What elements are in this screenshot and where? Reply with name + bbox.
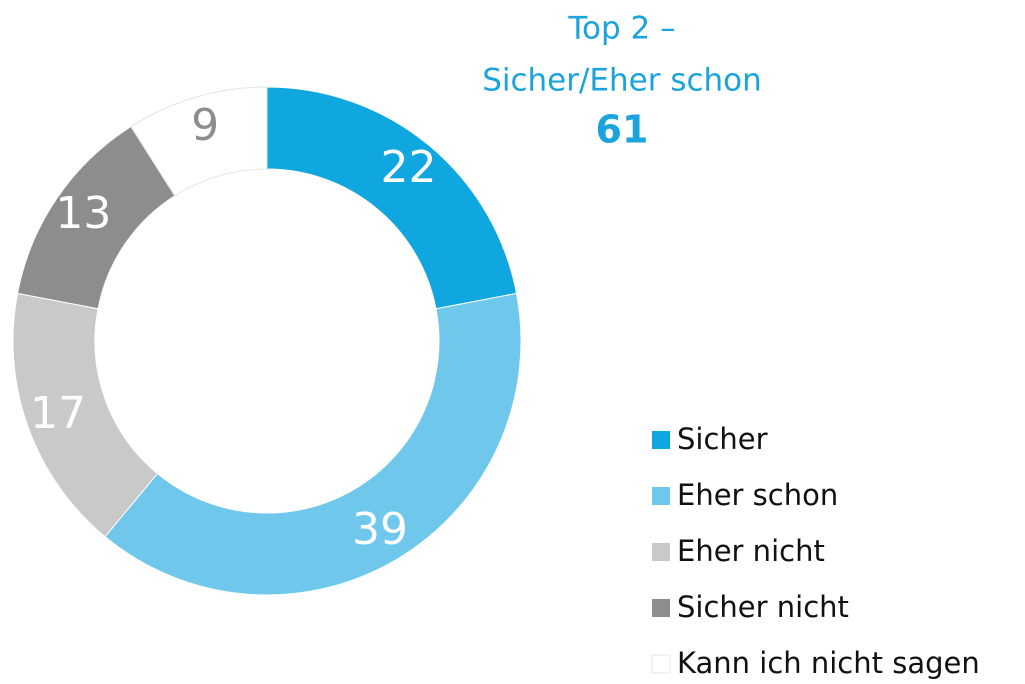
legend-swatch <box>651 654 671 674</box>
data-label: 9 <box>191 100 219 151</box>
annotation-value: 61 <box>596 108 649 152</box>
donut-segment <box>266 86 518 310</box>
donut-segment <box>104 292 522 596</box>
annotation-line: Top 2 – <box>567 11 675 47</box>
legend-swatch <box>652 599 670 617</box>
donut-segment <box>130 86 268 197</box>
legend-label: Sicher <box>677 422 768 456</box>
data-label: 39 <box>352 504 408 555</box>
annotation-line: Sicher/Eher schon <box>482 63 762 99</box>
legend-label: Kann ich nicht sagen <box>677 646 980 680</box>
data-label: 13 <box>55 188 111 239</box>
legend-label: Eher nicht <box>677 534 825 568</box>
legend-swatch <box>652 487 670 505</box>
legend-label: Sicher nicht <box>677 590 849 624</box>
legend-swatch <box>652 543 670 561</box>
data-label: 22 <box>381 142 437 193</box>
data-label: 17 <box>30 388 86 439</box>
legend-swatch <box>652 431 670 449</box>
legend-label: Eher schon <box>677 478 838 512</box>
